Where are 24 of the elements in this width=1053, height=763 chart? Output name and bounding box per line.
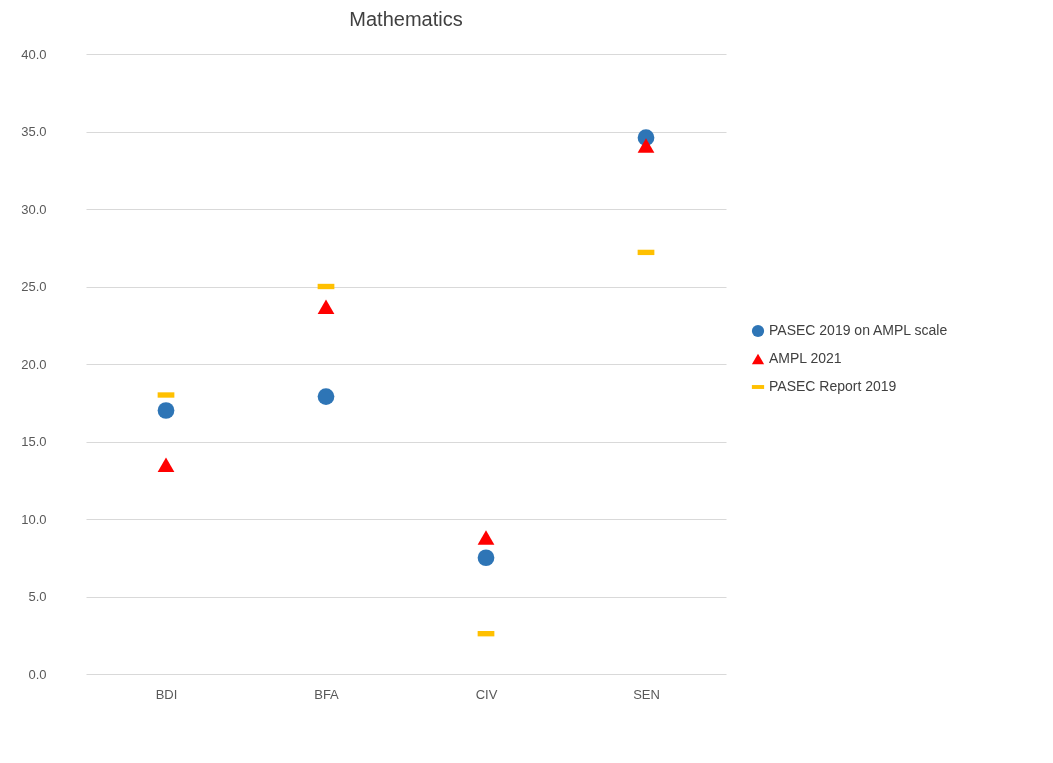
y-tick-label: 0.0 bbox=[28, 666, 47, 682]
y-tick-label: 15.0 bbox=[21, 434, 47, 449]
y-tick-label: 20.0 bbox=[21, 356, 47, 372]
x-tick-label: SEN bbox=[633, 686, 660, 702]
y-tick-label: 35.0 bbox=[21, 124, 47, 139]
y-tick-label: 10.0 bbox=[21, 511, 47, 527]
point bbox=[477, 530, 495, 545]
y-tick-label: 5.0 bbox=[28, 589, 47, 604]
y-tick-label: 30.0 bbox=[21, 201, 47, 217]
legend-label: PASEC 2019 on AMPL scale bbox=[769, 322, 948, 338]
x-tick-label: BFA bbox=[314, 686, 340, 702]
point bbox=[317, 388, 335, 405]
point bbox=[157, 457, 175, 472]
y-tick-label: 40.0 bbox=[21, 46, 47, 62]
point bbox=[637, 138, 655, 153]
point bbox=[157, 402, 175, 419]
legend-label: AMPL 2021 bbox=[769, 350, 842, 366]
x-tick-label: CIV bbox=[475, 686, 498, 702]
legend-label: PASEC Report 2019 bbox=[769, 378, 897, 394]
y-tick-label: 25.0 bbox=[21, 279, 47, 294]
point bbox=[477, 549, 495, 567]
x-tick-label: BDI bbox=[155, 686, 178, 702]
point bbox=[317, 299, 335, 314]
chart-title: Mathematics bbox=[349, 8, 463, 30]
